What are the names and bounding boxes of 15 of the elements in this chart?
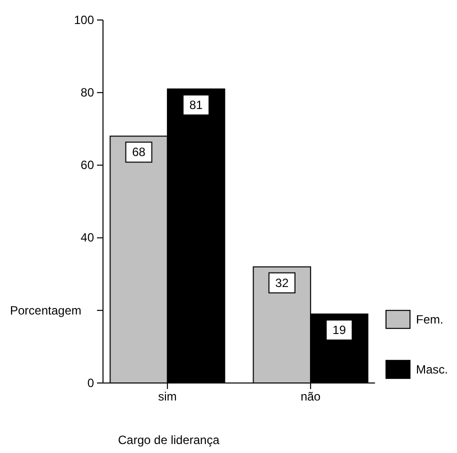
legend-label: Masc. bbox=[416, 362, 448, 376]
data-label: 19 bbox=[332, 323, 346, 338]
x-axis-title: Cargo de liderança bbox=[118, 433, 220, 447]
data-label: 32 bbox=[275, 276, 289, 290]
legend-label: Fem. bbox=[416, 312, 444, 326]
y-tick-label: 80 bbox=[80, 85, 94, 100]
y-axis-title: Porcentagem bbox=[10, 303, 82, 318]
x-tick-label: sim bbox=[158, 390, 177, 404]
y-tick-label: 0 bbox=[87, 376, 94, 390]
y-tick-label: 40 bbox=[80, 230, 94, 245]
y-tick-label: 100 bbox=[74, 12, 94, 27]
x-tick-label: não bbox=[300, 390, 321, 404]
data-label: 81 bbox=[189, 98, 204, 112]
data-label: 68 bbox=[132, 145, 146, 160]
y-tick-label: 60 bbox=[80, 158, 94, 172]
